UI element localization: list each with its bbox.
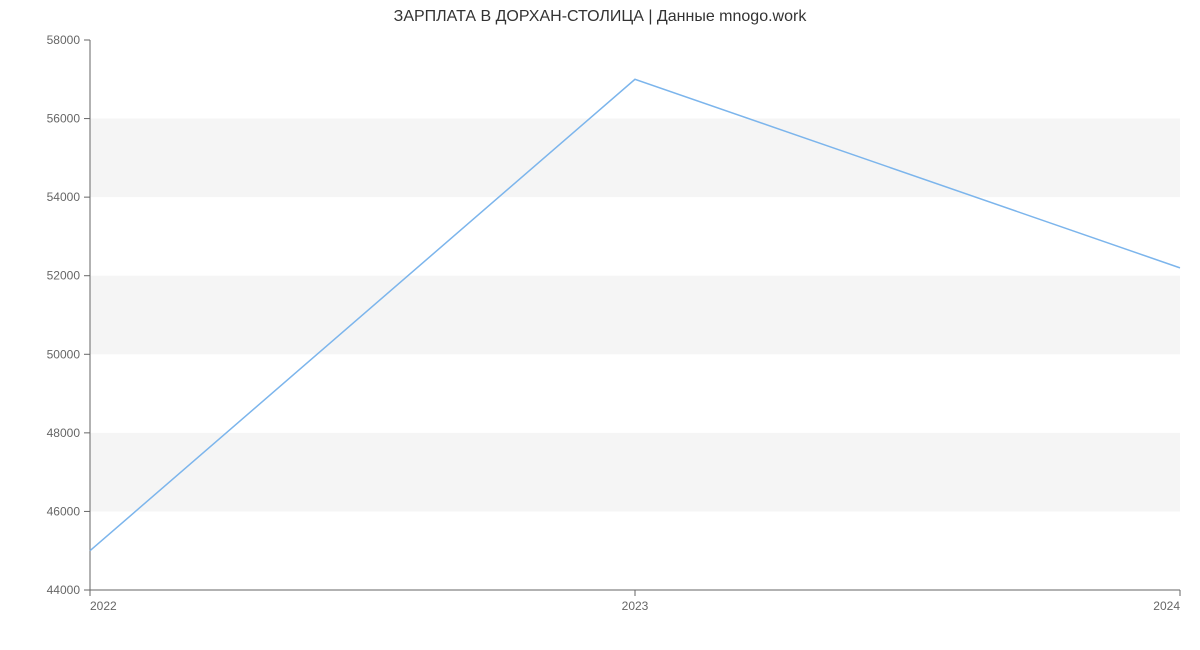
plot-band xyxy=(90,433,1180,512)
x-tick-label: 2022 xyxy=(90,599,117,613)
x-tick-label: 2023 xyxy=(622,599,649,613)
y-tick-label: 46000 xyxy=(47,504,81,518)
salary-line-chart: ЗАРПЛАТА В ДОРХАН-СТОЛИЦА | Данные mnogo… xyxy=(0,0,1200,650)
y-tick-label: 54000 xyxy=(47,190,81,204)
plot-band xyxy=(90,276,1180,355)
y-tick-label: 50000 xyxy=(47,347,81,361)
chart-title: ЗАРПЛАТА В ДОРХАН-СТОЛИЦА | Данные mnogo… xyxy=(0,8,1200,26)
y-tick-label: 44000 xyxy=(47,583,81,597)
plot-band xyxy=(90,119,1180,198)
y-tick-label: 48000 xyxy=(47,426,81,440)
y-tick-label: 56000 xyxy=(47,112,81,126)
y-tick-label: 52000 xyxy=(47,269,81,283)
x-tick-label: 2024 xyxy=(1153,599,1180,613)
chart-svg: 44000 46000 48000 50000 52000 54000 56000 58000… xyxy=(0,0,1200,650)
y-tick-label: 58000 xyxy=(47,33,81,47)
